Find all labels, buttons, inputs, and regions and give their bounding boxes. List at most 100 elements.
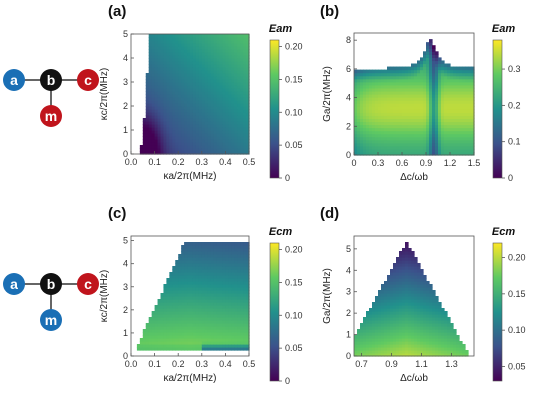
heatmap-cell [207,299,212,303]
heatmap-cell [357,332,361,336]
heatmap-cell [390,106,394,110]
heatmap-cell [432,45,436,49]
heatmap-cell [231,109,235,113]
heatmap-cell [181,118,185,122]
heatmap-cell [420,290,424,294]
heatmap-cell [243,124,247,128]
heatmap-cell [414,78,418,83]
heatmap-cell [213,37,218,41]
heatmap-cell [198,85,203,89]
heatmap-cell [172,299,176,303]
heatmap-cell [405,124,409,129]
heatmap-cell [184,76,188,80]
heatmap-cell [423,338,427,342]
heatmap-cell [393,269,397,273]
heatmap-cell [204,97,209,101]
node-c-icon [77,69,99,91]
heatmap-cell [210,106,215,110]
heatmap-cell [225,317,229,321]
heatmap-cell [210,52,215,56]
heatmap-cell [366,72,370,77]
heatmap-cell [172,34,176,38]
heatmap-cell [207,37,212,41]
heatmap-cell [198,151,203,155]
heatmap-cell [234,46,238,50]
heatmap-cell [240,338,244,342]
heatmap-cell [198,251,203,255]
heatmap-cell [198,88,203,92]
heatmap-cell [181,70,185,74]
heatmap-cell [163,58,167,62]
heatmap-cell [175,305,179,309]
heatmap-cell [190,332,194,336]
heatmap-cell [369,353,373,357]
colorbar-title: Eam [269,23,292,35]
heatmap-cell [172,40,176,44]
heatmap-cell [216,317,221,321]
heatmap-cell [378,332,382,336]
heatmap-cell [411,87,415,92]
heatmap-cell [195,266,200,270]
heatmap-cell [163,302,167,306]
heatmap-cell [187,263,191,267]
heatmap-cell [166,145,170,149]
heatmap-cell [190,127,194,131]
heatmap-cell [423,87,427,92]
heatmap-cell [204,299,209,303]
heatmap-cell [160,112,165,116]
heatmap-cell [192,266,197,270]
heatmap-cell [381,338,385,342]
heatmap-cell [393,148,397,153]
heatmap-cell [166,94,170,98]
heatmap-cell [175,133,179,137]
heatmap-cell [462,69,466,74]
heatmap-cell [423,69,427,74]
heatmap-cell [243,314,247,318]
heatmap-cell [372,344,376,348]
heatmap-cell [246,46,250,50]
heatmap-cell [390,308,394,312]
heatmap-cell [151,100,156,104]
heatmap-cell [399,323,403,327]
heatmap-cell [213,100,218,104]
heatmap-cell [213,34,218,38]
heatmap-cell [441,97,445,101]
heatmap-cell [420,115,424,119]
heatmap-cell [411,130,415,135]
heatmap-cell [169,130,173,134]
heatmap-cell [151,46,156,50]
heatmap-cell [166,106,170,110]
heatmap-cell [432,54,436,58]
heatmap-cell [204,49,209,53]
heatmap-cell [459,94,463,98]
plot-frame [353,32,475,156]
heatmap-cell [447,130,451,135]
heatmap-cell [378,100,382,104]
heatmap-cell [169,115,173,119]
heatmap-cell [231,332,235,336]
heatmap-cell [363,335,367,339]
heatmap-cell [172,293,176,297]
heatmap-cell [453,100,457,104]
heatmap-cell [225,284,229,288]
heatmap-cell [190,106,194,110]
heatmap-cell [396,266,400,270]
heatmap-cell [222,338,226,342]
heatmap-cell [207,145,212,149]
heatmap-cell [192,61,197,65]
heatmap-cell [453,142,457,147]
heatmap-cell [450,84,454,89]
heatmap-cell [387,103,391,107]
heatmap-cell [372,112,376,116]
heatmap-cell [213,127,218,131]
heatmap-cell [384,290,388,294]
heatmap-cell [375,106,379,110]
heatmap-cell [240,136,244,140]
heatmap-cell [172,46,176,50]
heatmap-cell [453,145,457,150]
heatmap-cell [198,329,203,333]
heatmap-cell [381,284,385,288]
heatmap-cell [187,299,191,303]
heatmap-cell [207,82,212,86]
heatmap-cell [201,118,206,122]
